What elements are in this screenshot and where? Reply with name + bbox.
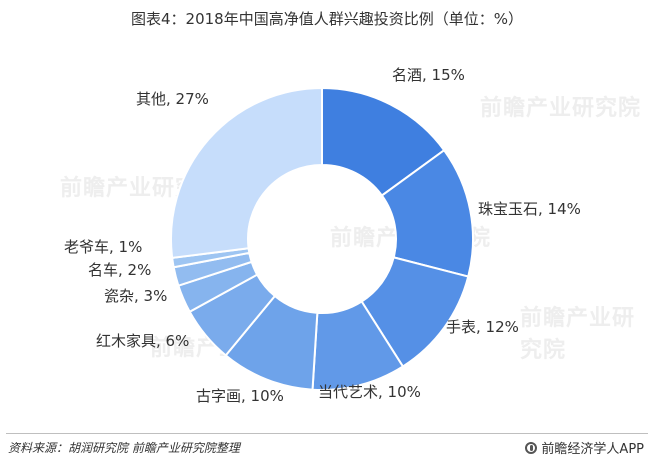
data-label: 古字画, 10% bbox=[196, 387, 284, 405]
data-label: 名酒, 15% bbox=[392, 66, 465, 84]
chart-title: 图表4：2018年中国高净值人群兴趣投资比例（单位：%） bbox=[131, 10, 523, 28]
footer-divider bbox=[6, 433, 648, 434]
slice-group bbox=[170, 86, 474, 391]
brand-name: 前瞻经济学人APP bbox=[541, 442, 644, 457]
data-label: 珠宝玉石, 14% bbox=[478, 200, 581, 218]
data-label: 老爷车, 1% bbox=[64, 238, 142, 256]
watermark: 前瞻产业研究院 bbox=[520, 306, 636, 363]
watermark: 前瞻产业研究院 bbox=[480, 96, 642, 121]
data-label: 红木家具, 6% bbox=[96, 332, 189, 350]
brand-logo-icon bbox=[525, 441, 538, 454]
data-label: 其他, 27% bbox=[136, 90, 209, 108]
label-group: 名酒, 15% 珠宝玉石, 14% 手表, 12% 当代艺术, 10% 古字画, 10%… bbox=[64, 66, 581, 405]
source-note: 资料来源：胡润研究院 前瞻产业研究院整理 bbox=[8, 441, 240, 455]
data-label: 名车, 2% bbox=[88, 261, 151, 279]
donut-slice bbox=[170, 86, 323, 260]
data-label: 瓷杂, 3% bbox=[104, 287, 167, 305]
data-label: 当代艺术, 10% bbox=[318, 383, 421, 401]
brand-footer: 前瞻经济学人APP bbox=[525, 438, 644, 457]
data-label: 手表, 12% bbox=[446, 318, 519, 336]
